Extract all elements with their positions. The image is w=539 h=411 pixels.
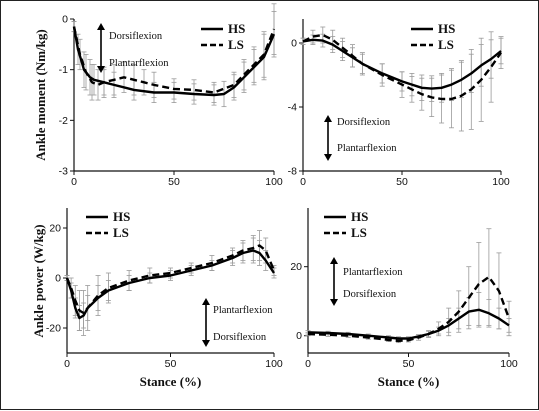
arrow-up-icon xyxy=(324,115,332,122)
y-tick-label: 0 xyxy=(55,273,61,285)
y-tick-label: 20 xyxy=(290,261,302,273)
annotation-label: Plantarflexion xyxy=(109,58,169,69)
series-line-HS xyxy=(302,38,502,90)
y-axis-label: Ankle moment (Nm/kg) xyxy=(33,29,48,160)
y-tick-label: -2 xyxy=(59,115,68,127)
x-tick-label: 100 xyxy=(492,176,510,188)
arrow-down-icon xyxy=(97,66,105,73)
series-line-LS xyxy=(307,275,511,343)
legend-label: HS xyxy=(438,21,455,36)
x-axis-label: Stance (%) xyxy=(140,374,202,389)
y-tick-label: 0 xyxy=(291,38,297,50)
legend-label: LS xyxy=(438,37,454,52)
annotation-label: Dorsiflexion xyxy=(109,31,163,42)
arrow-down-icon xyxy=(324,154,332,161)
y-tick-label: 20 xyxy=(49,223,61,235)
arrow-up-icon xyxy=(97,23,105,30)
y-tick-label: -8 xyxy=(288,166,297,178)
arrow-up-icon xyxy=(330,257,338,264)
legend-label: LS xyxy=(351,225,367,240)
x-tick-label: 100 xyxy=(265,358,283,370)
x-axis-label: Stance (%) xyxy=(378,374,440,389)
arrow-down-icon xyxy=(202,340,210,347)
annotation-label: Plantarflexion xyxy=(343,267,403,278)
series-line-LS xyxy=(65,244,276,315)
error-bars-LS xyxy=(64,230,277,336)
arrow-up-icon xyxy=(202,298,210,305)
y-tick-label: 0 xyxy=(296,330,302,342)
legend-label: HS xyxy=(351,209,368,224)
legend-label: LS xyxy=(228,37,244,52)
y-tick-label: -4 xyxy=(288,102,297,114)
annotation-label: Plantarflexion xyxy=(213,305,273,316)
x-tick-label: 50 xyxy=(168,176,180,188)
y-tick-label: -1 xyxy=(59,64,68,76)
x-tick-label: 100 xyxy=(265,176,283,188)
series-line-LS xyxy=(72,26,276,94)
x-tick-label: 50 xyxy=(396,176,408,188)
series-line-HS xyxy=(72,26,276,97)
annotation-label: Dorsiflexion xyxy=(213,332,267,343)
x-tick-label: 100 xyxy=(500,358,518,370)
legend-label: HS xyxy=(113,209,130,224)
x-tick-label: 50 xyxy=(165,358,177,370)
series-line-LS xyxy=(302,33,502,101)
annotation-label: Plantarflexion xyxy=(337,143,397,154)
x-tick-label: 50 xyxy=(403,358,415,370)
y-tick-label: -20 xyxy=(46,323,61,335)
y-tick-label: -3 xyxy=(59,166,68,178)
y-axis-label: Ankle power (W/kg) xyxy=(31,224,46,337)
annotation-label: Dorsiflexion xyxy=(343,289,397,300)
x-tick-label: 0 xyxy=(300,176,306,188)
annotation-label: Dorsiflexion xyxy=(337,117,391,128)
x-tick-label: 0 xyxy=(71,176,77,188)
series-line-HS xyxy=(65,249,275,320)
x-tick-label: 0 xyxy=(64,358,70,370)
legend-label: HS xyxy=(228,21,245,36)
error-bars-LS xyxy=(305,228,512,344)
y-tick-label: 0 xyxy=(62,14,68,26)
x-tick-label: 0 xyxy=(305,358,311,370)
legend-label: LS xyxy=(113,225,129,240)
arrow-down-icon xyxy=(330,299,338,306)
